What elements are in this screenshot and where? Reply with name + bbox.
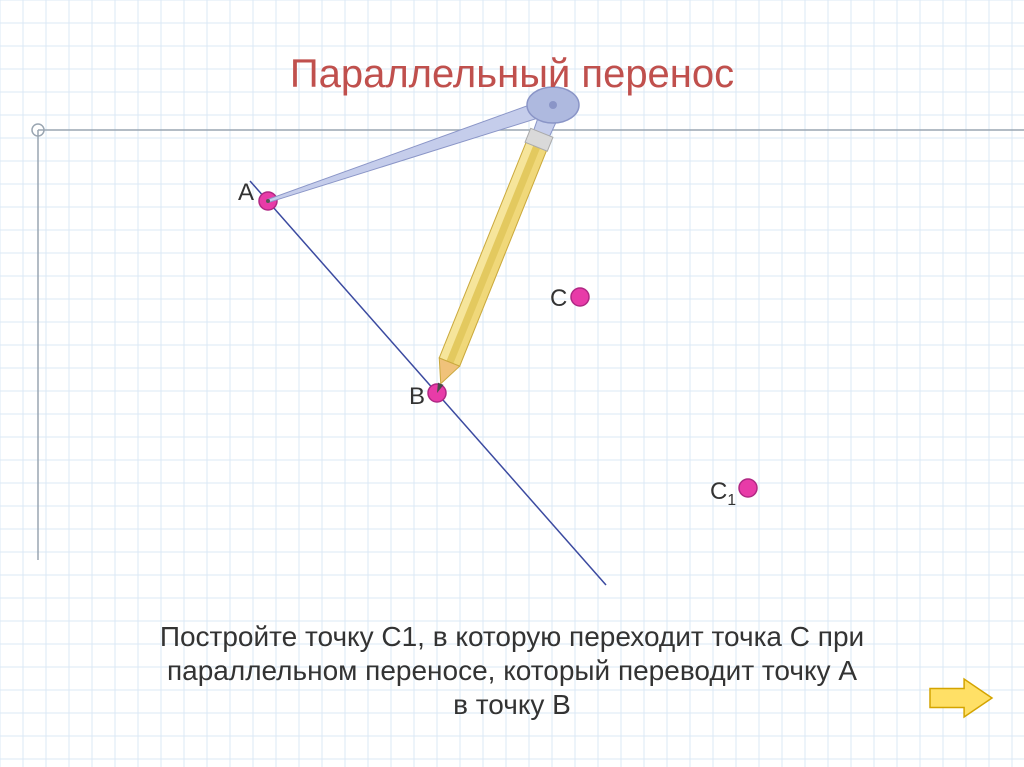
caption-line-1: Постройте точку С1, в которую переходит …: [0, 620, 1024, 654]
point-label-b: В: [409, 383, 425, 411]
slide: Параллельный перенос Постройте точку С1,…: [0, 0, 1024, 767]
caption-line-3: в точку В: [0, 688, 1024, 722]
slide-title: Параллельный перенос: [0, 52, 1024, 97]
point-label-c: С: [550, 285, 567, 313]
point-c: [571, 288, 589, 306]
point-c1: [739, 479, 757, 497]
caption-line-2: параллельном переносе, который переводит…: [0, 654, 1024, 688]
point-label-c1: С1: [710, 478, 736, 510]
point-label-a: А: [238, 179, 254, 207]
slide-caption: Постройте точку С1, в которую переходит …: [0, 620, 1024, 722]
